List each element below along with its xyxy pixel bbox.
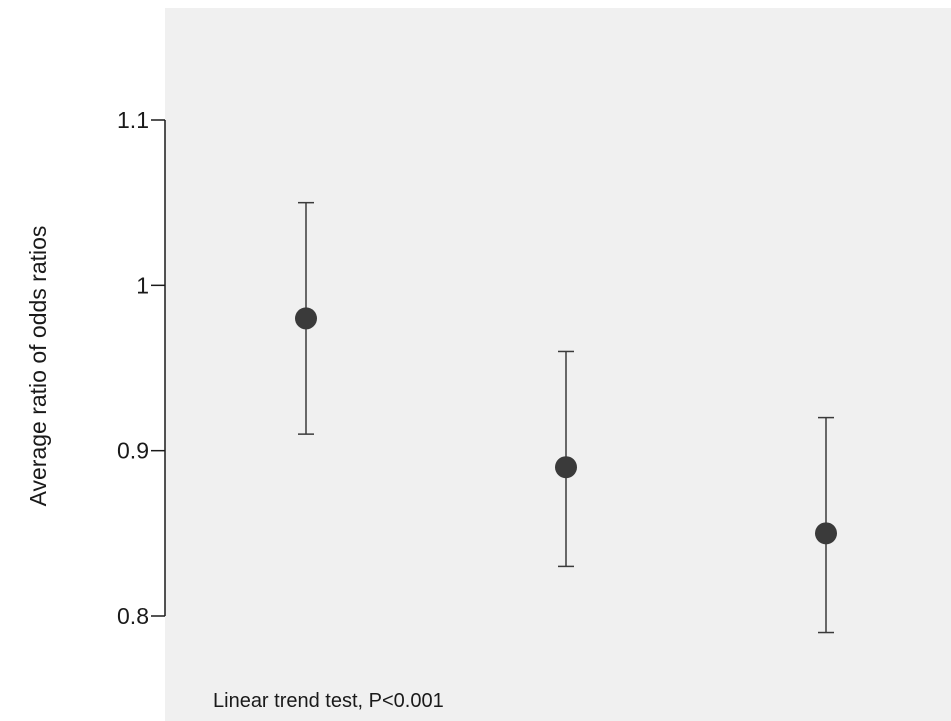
y-tick-label: 0.9 (117, 438, 149, 464)
point-marker (555, 456, 577, 479)
point-marker (815, 522, 837, 545)
plot-background (165, 8, 951, 721)
trend-test-annotation: Linear trend test, P<0.001 (213, 690, 444, 712)
y-tick-label: 1.1 (117, 107, 149, 133)
y-tick-label: 1 (136, 272, 149, 298)
data-point-group (815, 416, 837, 634)
y-axis-label: Average ratio of odds ratios (25, 226, 51, 507)
data-point-group (555, 350, 577, 568)
data-point-group (295, 201, 317, 435)
point-marker (295, 307, 317, 330)
y-tick-label: 0.8 (117, 603, 149, 629)
data-marks (295, 201, 837, 634)
y-axis: 0.8 0.9 1 1.1 (117, 107, 166, 629)
